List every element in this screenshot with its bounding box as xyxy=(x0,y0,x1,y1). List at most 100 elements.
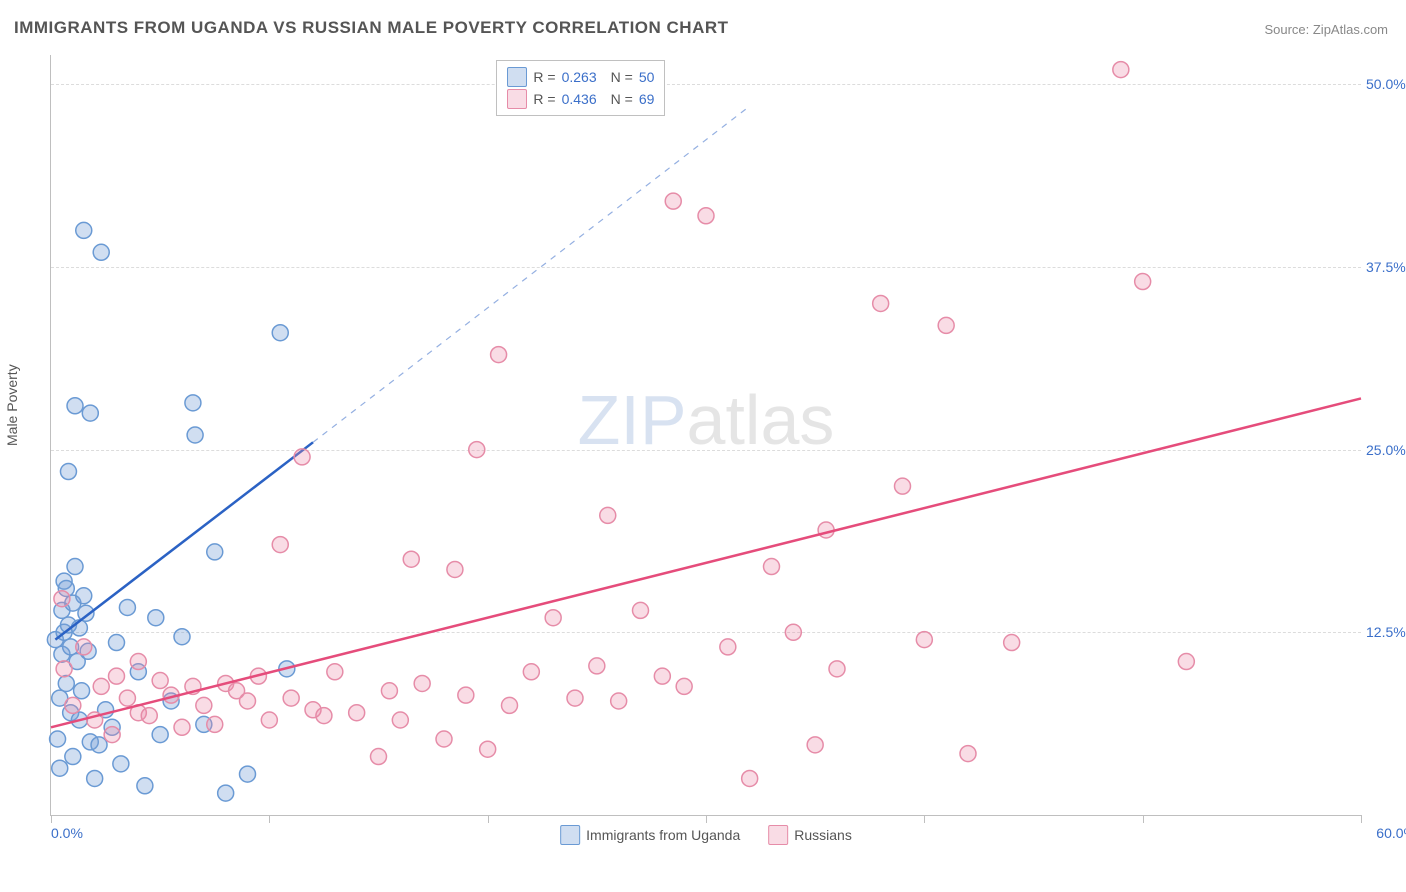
scatter-point xyxy=(895,478,911,494)
scatter-point xyxy=(294,449,310,465)
scatter-point xyxy=(403,551,419,567)
scatter-point xyxy=(148,610,164,626)
scatter-point xyxy=(381,683,397,699)
scatter-point xyxy=(785,624,801,640)
y-tick-label: 25.0% xyxy=(1366,442,1406,458)
scatter-point xyxy=(240,766,256,782)
scatter-point xyxy=(152,673,168,689)
scatter-point xyxy=(764,559,780,575)
legend-n-value: 50 xyxy=(639,66,655,88)
scatter-point xyxy=(371,749,387,765)
scatter-point xyxy=(109,668,125,684)
x-tick xyxy=(1361,815,1362,823)
legend-swatch-icon xyxy=(507,67,527,87)
source-label: Source: ZipAtlas.com xyxy=(1264,22,1388,37)
legend-r-value: 0.436 xyxy=(562,88,597,110)
trendline xyxy=(51,398,1361,727)
scatter-point xyxy=(491,347,507,363)
scatter-point xyxy=(698,208,714,224)
scatter-point xyxy=(567,690,583,706)
scatter-point xyxy=(65,749,81,765)
scatter-point xyxy=(392,712,408,728)
scatter-point xyxy=(218,785,234,801)
y-axis-label: Male Poverty xyxy=(4,364,20,446)
legend-n-value: 69 xyxy=(639,88,655,110)
scatter-point xyxy=(240,693,256,709)
plot-area: 12.5%25.0%37.5%50.0% 0.0% 60.0% ZIPatlas… xyxy=(50,55,1361,816)
scatter-point xyxy=(52,760,68,776)
legend-series-item: Russians xyxy=(768,825,852,845)
legend-row: R = 0.263 N = 50 xyxy=(507,66,654,88)
scatter-point xyxy=(187,427,203,443)
scatter-point xyxy=(349,705,365,721)
scatter-point xyxy=(56,661,72,677)
x-tick xyxy=(706,815,707,823)
scatter-point xyxy=(207,544,223,560)
scatter-point xyxy=(611,693,627,709)
scatter-point xyxy=(54,591,70,607)
scatter-point xyxy=(174,719,190,735)
scatter-point xyxy=(327,664,343,680)
scatter-point xyxy=(207,716,223,732)
y-tick-label: 12.5% xyxy=(1366,624,1406,640)
scatter-point xyxy=(50,731,66,747)
scatter-point xyxy=(74,683,90,699)
scatter-point xyxy=(58,675,74,691)
chart-svg xyxy=(51,55,1361,815)
scatter-point xyxy=(665,193,681,209)
scatter-point xyxy=(469,442,485,458)
scatter-point xyxy=(873,295,889,311)
scatter-point xyxy=(130,654,146,670)
scatter-point xyxy=(60,464,76,480)
scatter-point xyxy=(137,778,153,794)
scatter-point xyxy=(676,678,692,694)
scatter-point xyxy=(633,602,649,618)
scatter-point xyxy=(67,398,83,414)
legend-series-name: Immigrants from Uganda xyxy=(586,827,740,843)
legend-swatch-icon xyxy=(507,89,527,109)
scatter-point xyxy=(502,697,518,713)
scatter-point xyxy=(185,395,201,411)
legend-series-name: Russians xyxy=(794,827,852,843)
scatter-point xyxy=(141,708,157,724)
legend-swatch-icon xyxy=(560,825,580,845)
scatter-point xyxy=(589,658,605,674)
scatter-point xyxy=(76,639,92,655)
legend-r-value: 0.263 xyxy=(562,66,597,88)
scatter-point xyxy=(938,317,954,333)
scatter-point xyxy=(119,599,135,615)
scatter-point xyxy=(447,561,463,577)
scatter-point xyxy=(1004,635,1020,651)
scatter-point xyxy=(272,537,288,553)
scatter-point xyxy=(87,770,103,786)
scatter-point xyxy=(916,632,932,648)
x-max-label: 60.0% xyxy=(1376,825,1406,841)
scatter-point xyxy=(414,675,430,691)
x-tick xyxy=(1143,815,1144,823)
legend-r-label: R = xyxy=(533,66,555,88)
legend-swatch-icon xyxy=(768,825,788,845)
scatter-point xyxy=(152,727,168,743)
x-tick xyxy=(488,815,489,823)
legend-row: R =0.436N =69 xyxy=(507,88,654,110)
scatter-point xyxy=(67,559,83,575)
scatter-point xyxy=(720,639,736,655)
scatter-point xyxy=(109,635,125,651)
legend-series: Immigrants from Uganda Russians xyxy=(560,825,852,845)
scatter-point xyxy=(174,629,190,645)
scatter-point xyxy=(960,746,976,762)
x-origin-label: 0.0% xyxy=(51,825,83,841)
y-tick-label: 50.0% xyxy=(1366,76,1406,92)
x-tick xyxy=(924,815,925,823)
x-tick xyxy=(51,815,52,823)
scatter-point xyxy=(283,690,299,706)
scatter-point xyxy=(316,708,332,724)
x-tick xyxy=(269,815,270,823)
scatter-point xyxy=(196,697,212,713)
scatter-point xyxy=(82,405,98,421)
legend-r-label: R = xyxy=(533,88,555,110)
legend-correlation: R = 0.263 N = 50R = 0.436 N = 69 xyxy=(496,60,665,116)
scatter-point xyxy=(1113,62,1129,78)
legend-n-label: N = xyxy=(611,66,633,88)
scatter-point xyxy=(829,661,845,677)
